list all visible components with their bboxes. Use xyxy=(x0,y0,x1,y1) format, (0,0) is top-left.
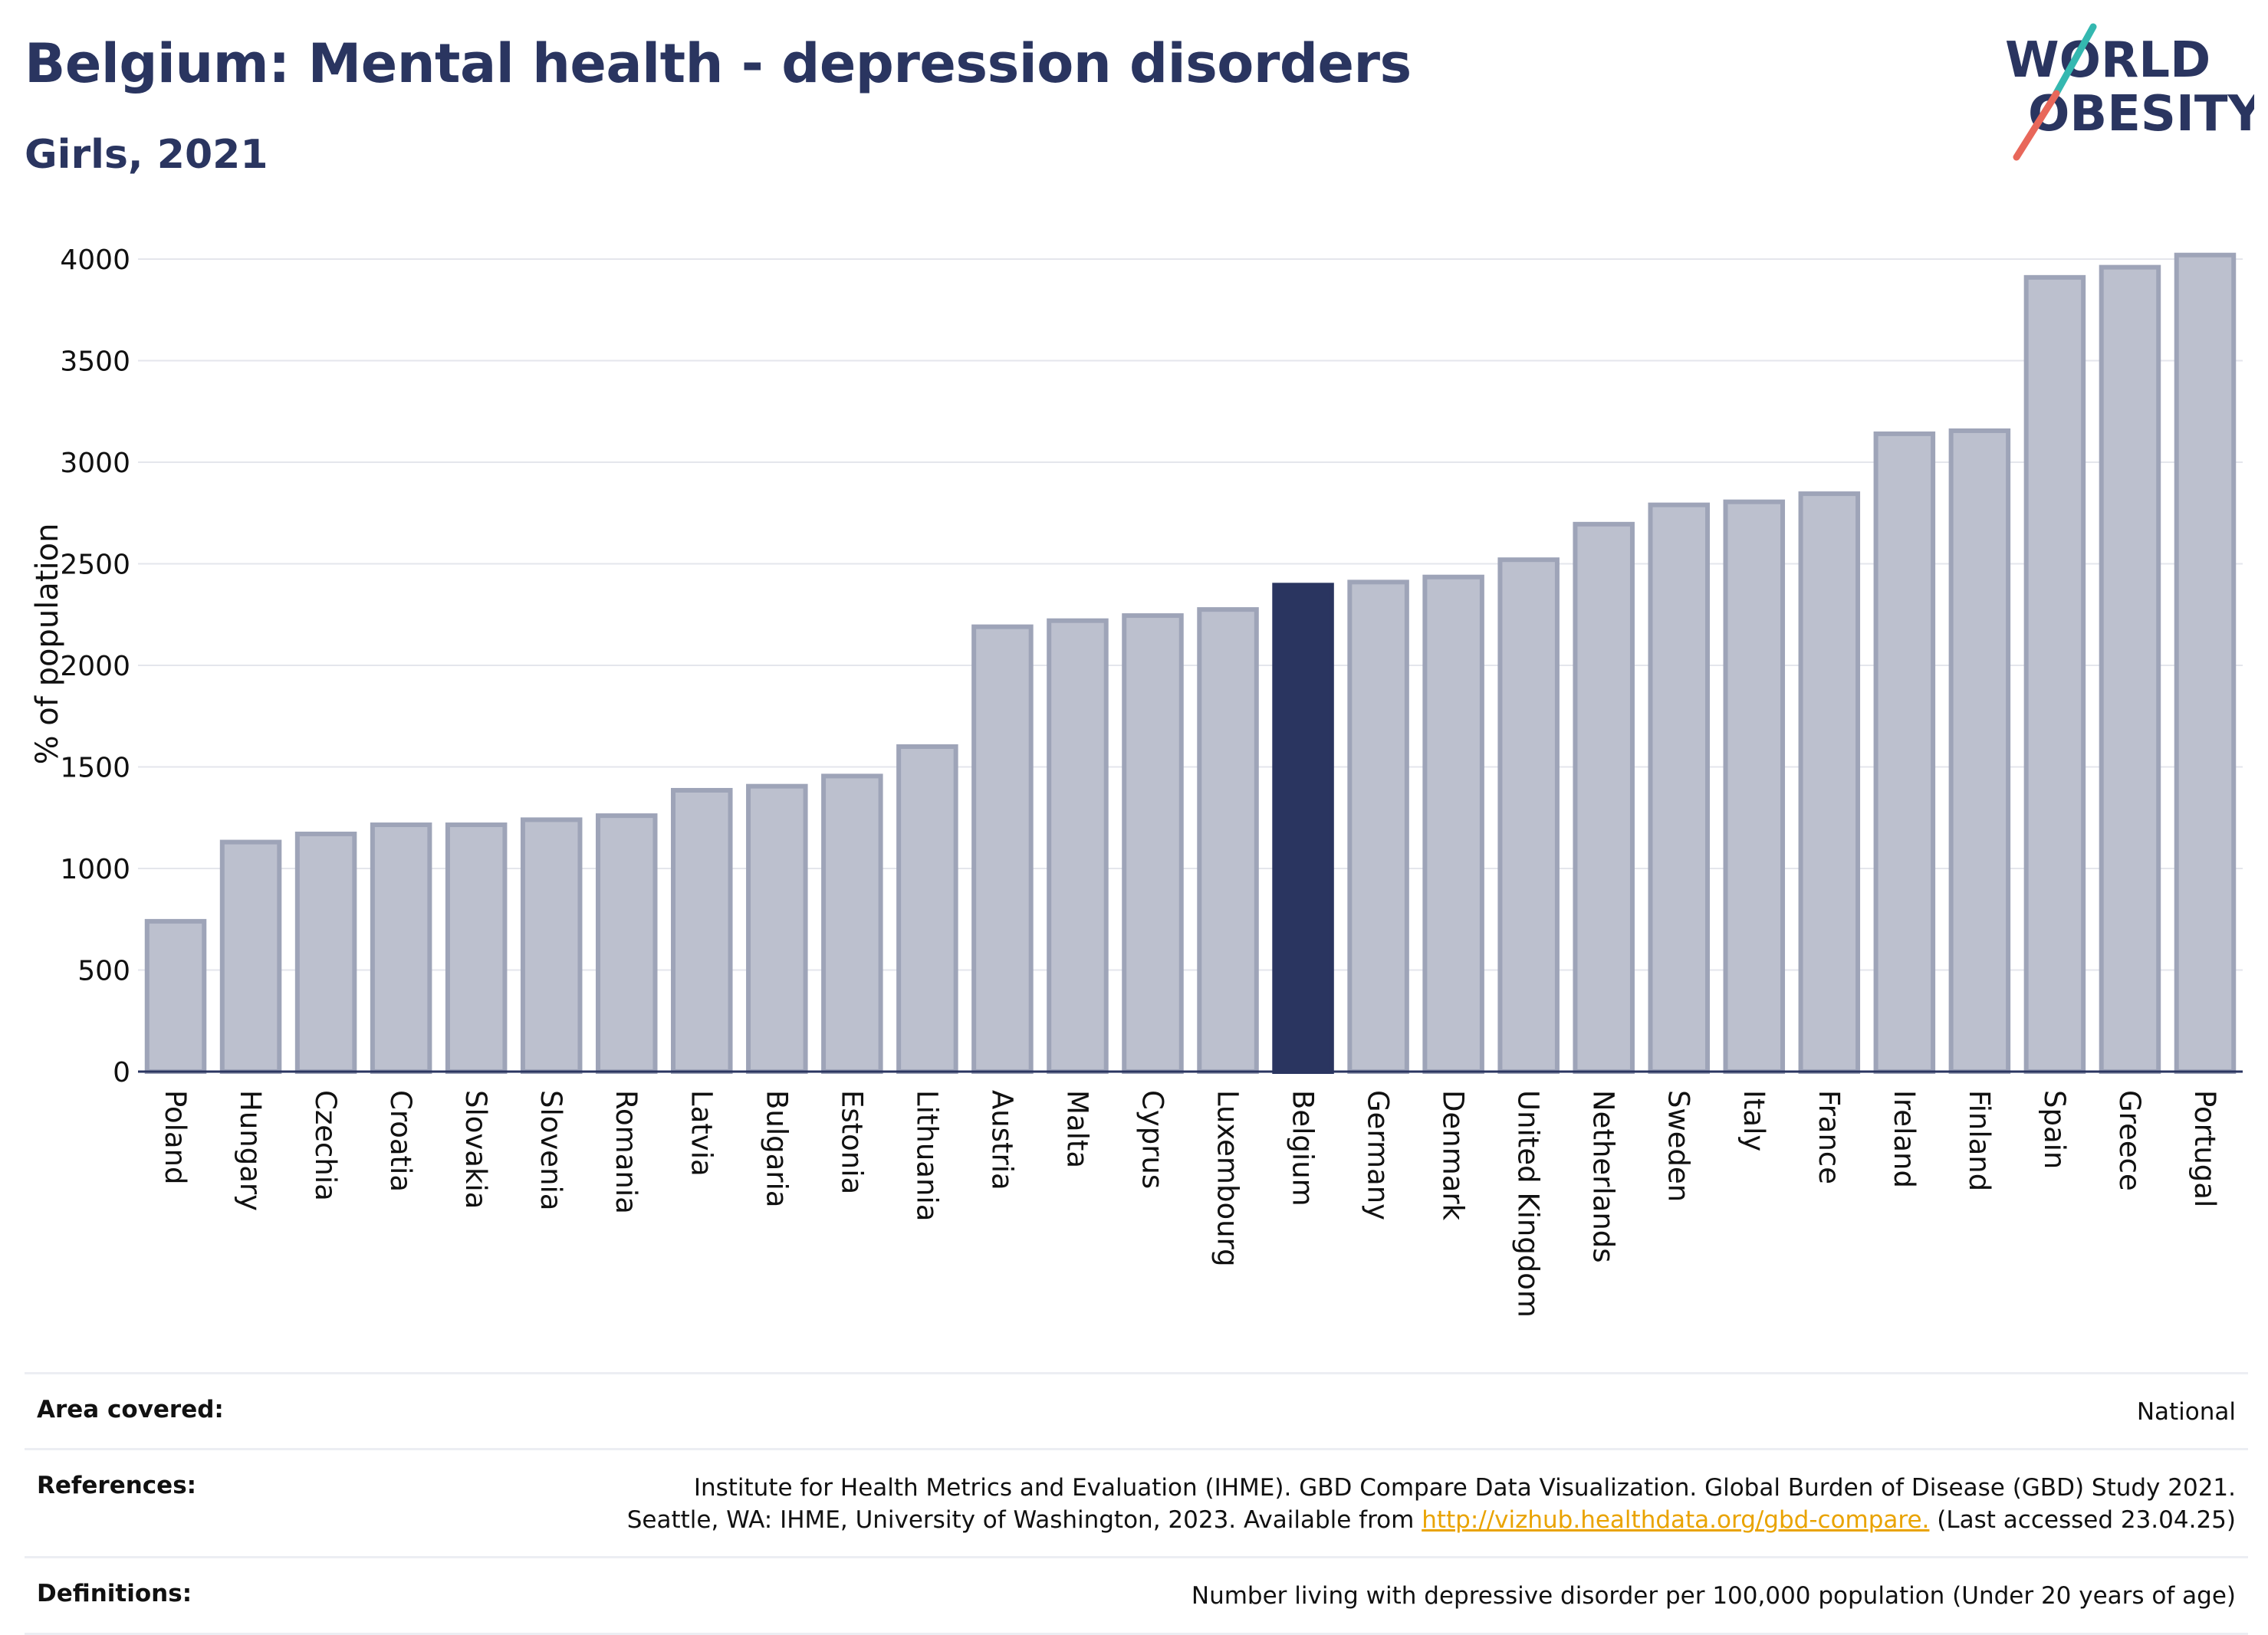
x-tick-label: Czechia xyxy=(309,1090,342,1201)
area-covered-value: National xyxy=(2136,1398,2236,1426)
references-value: Institute for Health Metrics and Evaluat… xyxy=(627,1472,2236,1536)
y-axis-ticks: 0 500 1000 1500 2000 2500 3000 3500 4000 xyxy=(60,245,130,1088)
y-tick-label: 3000 xyxy=(60,448,130,479)
bar-denmark xyxy=(1422,574,1484,1074)
bar-croatia xyxy=(370,822,432,1075)
footer-row-area: Area covered: National xyxy=(25,1372,2248,1448)
x-tick-label: Spain xyxy=(2038,1090,2071,1169)
chart-subtitle: Girls, 2021 xyxy=(25,132,268,178)
x-tick-label: Ireland xyxy=(1888,1090,1921,1188)
references-line2-post: (Last accessed 23.04.25) xyxy=(1929,1506,2236,1535)
bar-ireland xyxy=(1873,431,1936,1074)
logo-text-obesity: OBESITY xyxy=(2028,86,2254,143)
bar-malta xyxy=(1047,618,1109,1074)
x-tick-label: France xyxy=(1813,1090,1846,1184)
bar-romania xyxy=(595,813,658,1074)
x-tick-label: Hungary xyxy=(234,1090,267,1211)
bar-bulgaria xyxy=(746,783,808,1075)
bar-sweden xyxy=(1648,502,1710,1074)
bar-chart: 0 500 1000 1500 2000 2500 3000 3500 4000 Poland H… xyxy=(30,245,2243,1318)
x-tick-label: Italy xyxy=(1737,1090,1770,1151)
x-tick-label: Malta xyxy=(1060,1090,1093,1168)
bar-latvia xyxy=(671,787,733,1074)
x-tick-label: Greece xyxy=(2113,1090,2146,1191)
bar-portugal xyxy=(2174,252,2237,1075)
references-line2-pre: Seattle, WA: IHME, University of Washing… xyxy=(626,1506,1422,1535)
y-tick-label: 2500 xyxy=(60,550,130,581)
x-axis-labels: Poland Hungary Czechia Croatia Slovakia Slove… xyxy=(159,1090,2221,1318)
x-tick-label: Lithuania xyxy=(910,1090,943,1221)
x-tick-label: Denmark xyxy=(1437,1090,1470,1221)
bar-czechia xyxy=(294,831,357,1074)
x-tick-label: Luxembourg xyxy=(1211,1090,1244,1267)
bar-lithuania xyxy=(896,744,958,1074)
bars xyxy=(144,252,2237,1075)
x-tick-label: Bulgaria xyxy=(760,1090,793,1207)
references-line1: Institute for Health Metrics and Evaluat… xyxy=(693,1474,2236,1502)
chart-footer: Area covered: National References: Insti… xyxy=(25,1372,2248,1635)
y-tick-label: 500 xyxy=(77,956,130,987)
definitions-label: Definitions: xyxy=(37,1580,192,1608)
y-tick-label: 1500 xyxy=(60,753,130,784)
bar-italy xyxy=(1723,499,1786,1074)
x-tick-label: Croatia xyxy=(384,1090,417,1192)
x-tick-label: United Kingdom xyxy=(1512,1090,1545,1318)
x-tick-label: Cyprus xyxy=(1136,1090,1169,1189)
x-tick-label: Belgium xyxy=(1287,1090,1320,1207)
bar-united-kingdom xyxy=(1497,557,1560,1074)
references-label: References: xyxy=(37,1472,197,1500)
definitions-value: Number living with depressive disorder p… xyxy=(1191,1582,2236,1610)
bar-poland xyxy=(144,918,207,1075)
x-tick-label: Portugal xyxy=(2188,1090,2221,1207)
x-tick-label: Slovakia xyxy=(459,1090,492,1209)
bar-slovakia xyxy=(445,822,508,1075)
bar-cyprus xyxy=(1122,613,1184,1074)
bar-france xyxy=(1798,491,1861,1074)
bar-germany xyxy=(1347,579,1409,1074)
bar-finland xyxy=(1948,428,2011,1074)
x-tick-label: Germany xyxy=(1362,1090,1395,1220)
x-tick-label: Latvia xyxy=(685,1090,718,1177)
x-tick-label: Estonia xyxy=(835,1090,868,1194)
bar-austria xyxy=(971,624,1034,1074)
bar-belgium xyxy=(1272,583,1334,1074)
bar-slovenia xyxy=(520,817,583,1075)
x-tick-label: Austria xyxy=(985,1090,1018,1190)
logo-slash-teal xyxy=(2051,23,2097,100)
x-tick-label: Slovenia xyxy=(534,1090,567,1210)
y-tick-label: 0 xyxy=(113,1057,130,1088)
references-link[interactable]: http://vizhub.healthdata.org/gbd-compare… xyxy=(1422,1506,1930,1535)
logo-slash-coral xyxy=(2013,90,2060,161)
y-tick-label: 1000 xyxy=(60,854,130,885)
y-tick-label: 3500 xyxy=(60,346,130,378)
y-tick-label: 2000 xyxy=(60,651,130,682)
bar-hungary xyxy=(219,839,282,1075)
footer-row-references: References: Institute for Health Metrics… xyxy=(25,1448,2248,1556)
x-tick-label: Netherlands xyxy=(1587,1090,1620,1263)
area-covered-label: Area covered: xyxy=(37,1396,224,1423)
bar-spain xyxy=(2023,274,2086,1075)
x-tick-label: Sweden xyxy=(1662,1090,1695,1202)
x-tick-label: Poland xyxy=(159,1090,192,1185)
logo-text-world: WORLD xyxy=(2005,32,2210,89)
bar-estonia xyxy=(821,773,883,1074)
y-tick-label: 4000 xyxy=(60,245,130,276)
world-obesity-logo: WORLD OBESITY xyxy=(2005,23,2254,161)
bar-luxembourg xyxy=(1197,607,1259,1074)
bar-greece xyxy=(2099,264,2161,1075)
bar-netherlands xyxy=(1573,521,1635,1074)
y-axis-label: % of population xyxy=(30,524,65,765)
x-tick-label: Romania xyxy=(610,1090,643,1214)
chart-title: Belgium: Mental health - depression diso… xyxy=(25,32,1412,95)
footer-row-definitions: Definitions: Number living with depressi… xyxy=(25,1556,2248,1635)
x-tick-label: Finland xyxy=(1963,1090,1996,1191)
